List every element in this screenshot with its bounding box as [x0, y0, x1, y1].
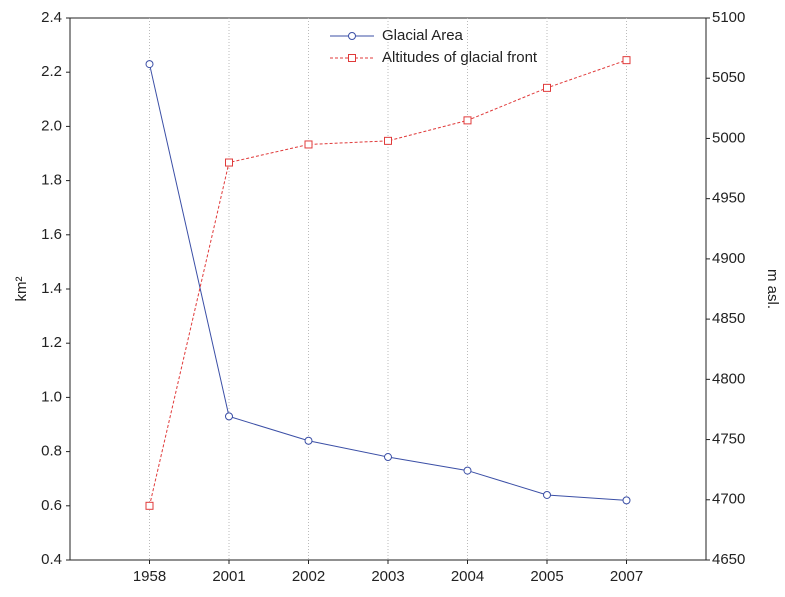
x-tick-label: 1958: [133, 568, 166, 585]
y-tick-label: 2.0: [41, 117, 62, 134]
point: [543, 83, 551, 92]
x-tick-label: 2001: [212, 568, 245, 585]
point: [225, 412, 233, 421]
y2-tick-label: 4650: [712, 551, 745, 568]
x-tick-label: 2002: [292, 568, 325, 585]
y-tick-label: 0.8: [41, 443, 62, 460]
y-tick-label: 0.6: [41, 497, 62, 514]
y2-tick-label: 4700: [712, 491, 745, 508]
y-tick-label: 1.6: [41, 226, 62, 243]
x-tick-label: 2004: [451, 568, 484, 585]
point: [225, 158, 233, 167]
point: [384, 453, 392, 462]
point: [145, 501, 154, 510]
y2-tick-label: 4950: [712, 190, 745, 207]
y-tick-label: 2.4: [41, 9, 62, 26]
x-tick-label: 2003: [371, 568, 404, 585]
y2-axis-label: m asl.: [764, 269, 781, 309]
y-tick-label: 1.0: [41, 388, 62, 405]
y2-tick-label: 4750: [712, 431, 745, 448]
point: [304, 140, 313, 149]
point: [384, 136, 392, 145]
y-axis-label: km²: [13, 277, 30, 302]
point: [463, 116, 472, 125]
y-tick-label: 2.2: [41, 63, 62, 80]
point: [304, 436, 313, 445]
y-tick-label: 1.8: [41, 172, 62, 189]
legend-marker: [348, 32, 356, 40]
x-tick-label: 2005: [530, 568, 563, 585]
y-tick-label: 1.2: [41, 334, 62, 351]
y-tick-label: 1.4: [41, 280, 62, 297]
y2-tick-label: 4850: [712, 310, 745, 327]
legend-marker: [348, 54, 356, 62]
y2-tick-label: 4900: [712, 250, 745, 267]
point: [622, 56, 631, 65]
x-tick-label: 2007: [610, 568, 643, 585]
point: [463, 466, 472, 475]
y2-tick-label: 5100: [712, 9, 745, 26]
y2-tick-label: 5000: [712, 129, 745, 146]
point: [145, 60, 154, 69]
legend-label: Glacial Area: [382, 27, 464, 44]
y2-tick-label: 4800: [712, 370, 745, 387]
point: [622, 496, 631, 505]
y2-tick-label: 5050: [712, 69, 745, 86]
y-tick-label: 0.4: [41, 551, 62, 568]
legend-label: Altitudes of glacial front: [382, 49, 538, 66]
point: [543, 490, 551, 499]
